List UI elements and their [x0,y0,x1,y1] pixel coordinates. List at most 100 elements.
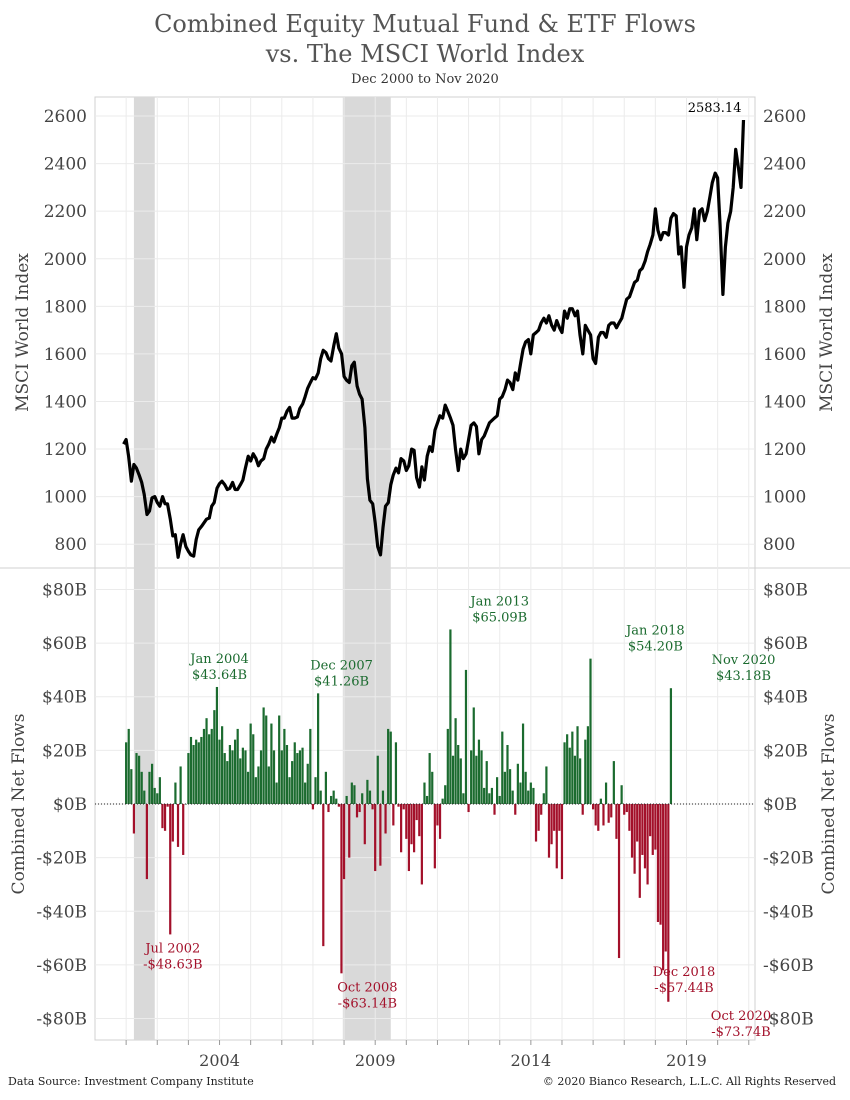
flow-bar [387,728,390,804]
flow-bar [350,782,353,804]
flow-bar [459,758,462,804]
y-tick-label-right: -$80B [763,1010,814,1030]
flow-bar [291,761,294,804]
flow-bar [376,755,379,804]
flow-bar [457,745,460,804]
flow-bar [379,804,382,866]
flow-bar [340,804,343,974]
flow-bar [405,804,408,839]
y-tick-label-right: $0B [763,795,797,815]
y-tick-label-right: $20B [763,741,808,761]
flow-bar [617,804,621,959]
flow-bar [355,804,359,818]
flow-bar [342,804,346,880]
flow-bar [309,728,312,804]
y-tick-label-left: $40B [42,688,87,708]
flow-bar [576,726,579,804]
flow-bar [449,629,452,804]
flow-bar [257,766,260,804]
flow-bar [477,739,481,804]
flow-bar [202,728,206,804]
flow-bar [218,739,221,804]
flow-bar [633,804,636,874]
flow-bar [236,728,239,804]
y-tick-label-left: $0B [53,795,87,815]
flow-bar [205,718,208,804]
flow-bar [374,804,377,872]
flow-bar [283,728,286,804]
flow-bar [643,804,647,869]
flow-bar [519,782,522,804]
y-tick-label-right: 1400 [763,392,806,412]
annotation-value: -$57.44B [654,981,713,996]
annotation-value: $43.18B [716,669,771,684]
flow-bar [475,755,478,804]
flow-bar [412,804,416,853]
flow-bar [329,795,333,804]
flow-bar [563,742,566,804]
y-tick-label-right: 800 [763,535,795,555]
annotation-value: -$48.63B [143,957,202,972]
flow-bar [550,804,553,845]
y-tick-label-left: $20B [42,741,87,761]
flow-bar [529,782,532,804]
flow-bar [470,750,473,804]
flow-bar [664,804,667,952]
flow-bar [511,790,514,804]
flow-bar [148,771,151,804]
flow-bar [166,804,169,807]
flow-bar [187,753,190,804]
flow-bar [127,728,130,804]
flow-bar [153,787,156,804]
flow-bar [158,777,161,804]
flow-bar [625,804,628,813]
flow-bar [651,804,654,855]
flow-bar [249,723,252,804]
flow-bar [433,804,436,869]
annotation-date: Oct 2020 [711,1009,771,1024]
flow-bar [438,804,442,839]
flow-bar [630,804,634,858]
y-tick-label-right: 1600 [763,345,806,365]
flow-bar [649,804,652,837]
annotation-value: $65.09B [472,610,527,625]
flow-bar [197,742,200,804]
flow-bar [138,755,141,804]
flow-bar [132,804,136,834]
flow-bar [140,771,143,804]
copyright-note: © 2020 Bianco Research, L.L.C. All Right… [542,1075,836,1088]
flow-bar [483,787,486,804]
flow-bar [392,804,395,826]
flow-bar [566,734,569,804]
flow-bar [524,771,527,804]
flow-bar [335,798,338,804]
flow-bar [371,804,374,810]
flow-bar [604,782,608,804]
last-value-label: 2583.14 [688,101,742,116]
flow-bar [322,804,325,947]
flow-bar [436,804,439,826]
flow-bar [441,798,444,804]
flow-bar [314,777,317,804]
x-tick-label: 2004 [199,1051,240,1070]
annotation-date: Dec 2007 [310,658,373,673]
data-source-note: Data Source: Investment Company Institut… [8,1075,254,1088]
flow-bar [594,804,597,826]
flow-bar [311,804,315,810]
y-tick-label-right: $80B [763,580,808,600]
flow-bar [418,804,421,837]
annotation-date: Jul 2002 [143,941,200,956]
flow-bar [532,787,535,804]
flow-bar [506,745,509,804]
flow-bar [210,728,213,804]
flow-bar [228,745,232,804]
x-tick-label: 2014 [510,1051,551,1070]
flow-bar [254,777,257,804]
flow-bar [174,782,177,804]
flow-bar [272,750,276,804]
y-tick-label-right: 2200 [763,202,806,222]
flow-bar [508,769,512,804]
flow-bar [555,804,558,869]
flow-bar [610,804,613,818]
flow-bar [638,804,641,898]
